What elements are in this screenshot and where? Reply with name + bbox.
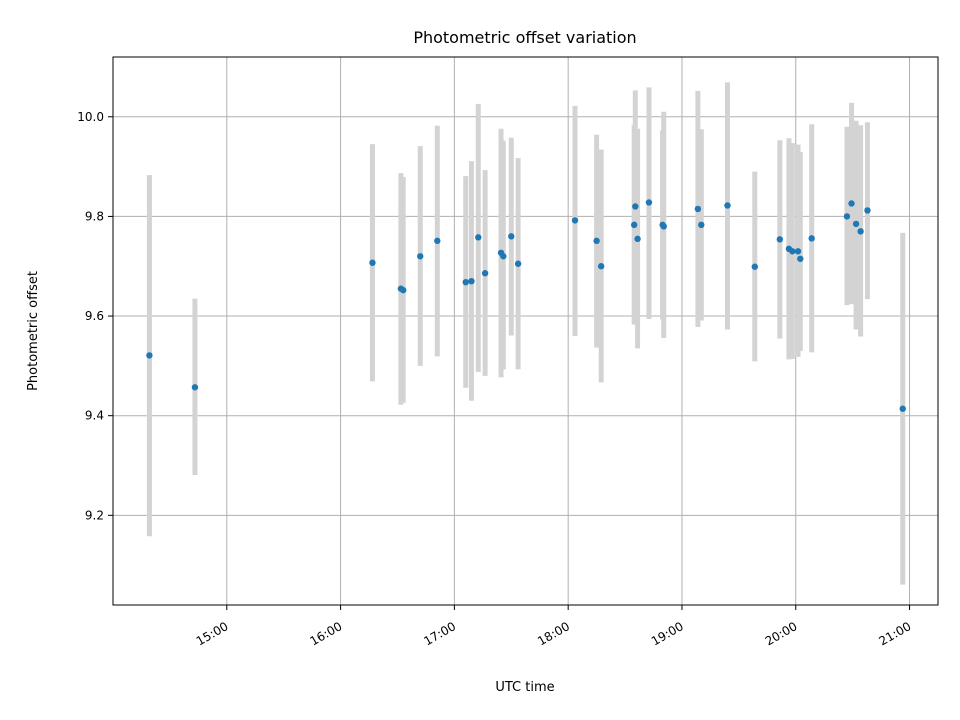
x-tick-label: 21:00	[876, 619, 913, 648]
data-point	[660, 223, 667, 230]
plot-frame	[112, 56, 939, 606]
data-point	[593, 237, 600, 245]
data-point	[514, 260, 522, 267]
data-point	[146, 352, 153, 359]
data-points	[146, 199, 906, 412]
y-tick-label: 9.6	[85, 309, 104, 323]
data-point	[794, 248, 802, 255]
data-point	[417, 253, 424, 260]
y-tick-label: 9.2	[85, 508, 104, 522]
x-tick-label: 19:00	[649, 619, 686, 648]
x-tick-label: 18:00	[535, 619, 572, 648]
x-tick-label: 17:00	[421, 619, 458, 648]
data-point	[864, 207, 871, 214]
data-point	[597, 263, 605, 270]
y-axis-label: Photometric offset	[26, 271, 41, 391]
y-axis-ticks: 9.2 9.4 9.6 9.8 10.0	[77, 110, 113, 522]
data-point	[694, 205, 702, 213]
data-point	[632, 203, 639, 210]
data-point	[399, 286, 407, 294]
data-point	[500, 253, 507, 260]
data-point	[857, 228, 864, 235]
x-axis-ticks: 15:00 16:00 17:00 18:00 19:00 20:00 21:00	[194, 605, 913, 649]
data-point	[634, 235, 641, 243]
data-point	[776, 236, 784, 243]
x-tick-label: 16:00	[308, 619, 345, 648]
data-point	[475, 234, 482, 241]
chart-title: Photometric offset variation	[413, 28, 636, 47]
x-tick-label: 15:00	[194, 619, 231, 648]
data-point	[899, 405, 906, 412]
data-point	[797, 255, 804, 262]
y-tick-label: 10.0	[77, 110, 104, 124]
data-point	[462, 278, 469, 286]
data-point	[630, 221, 638, 229]
data-point	[434, 237, 441, 245]
data-point	[724, 202, 731, 209]
x-tick-label: 20:00	[763, 619, 800, 648]
y-tick-label: 9.8	[85, 209, 104, 223]
data-point	[571, 217, 579, 224]
data-point	[789, 248, 796, 255]
data-point	[848, 200, 855, 207]
x-axis-label: UTC time	[495, 680, 554, 695]
data-point	[751, 263, 758, 270]
data-point	[808, 235, 815, 242]
data-point	[468, 277, 475, 285]
data-point	[508, 233, 515, 240]
data-point	[852, 220, 860, 228]
data-point	[698, 221, 705, 229]
data-point	[481, 270, 489, 277]
y-tick-label: 9.4	[85, 409, 104, 423]
error-bars	[146, 82, 906, 585]
data-point	[369, 259, 376, 266]
grid-lines	[113, 57, 938, 605]
data-point	[843, 213, 851, 220]
data-point	[645, 199, 653, 206]
data-point	[191, 384, 199, 391]
